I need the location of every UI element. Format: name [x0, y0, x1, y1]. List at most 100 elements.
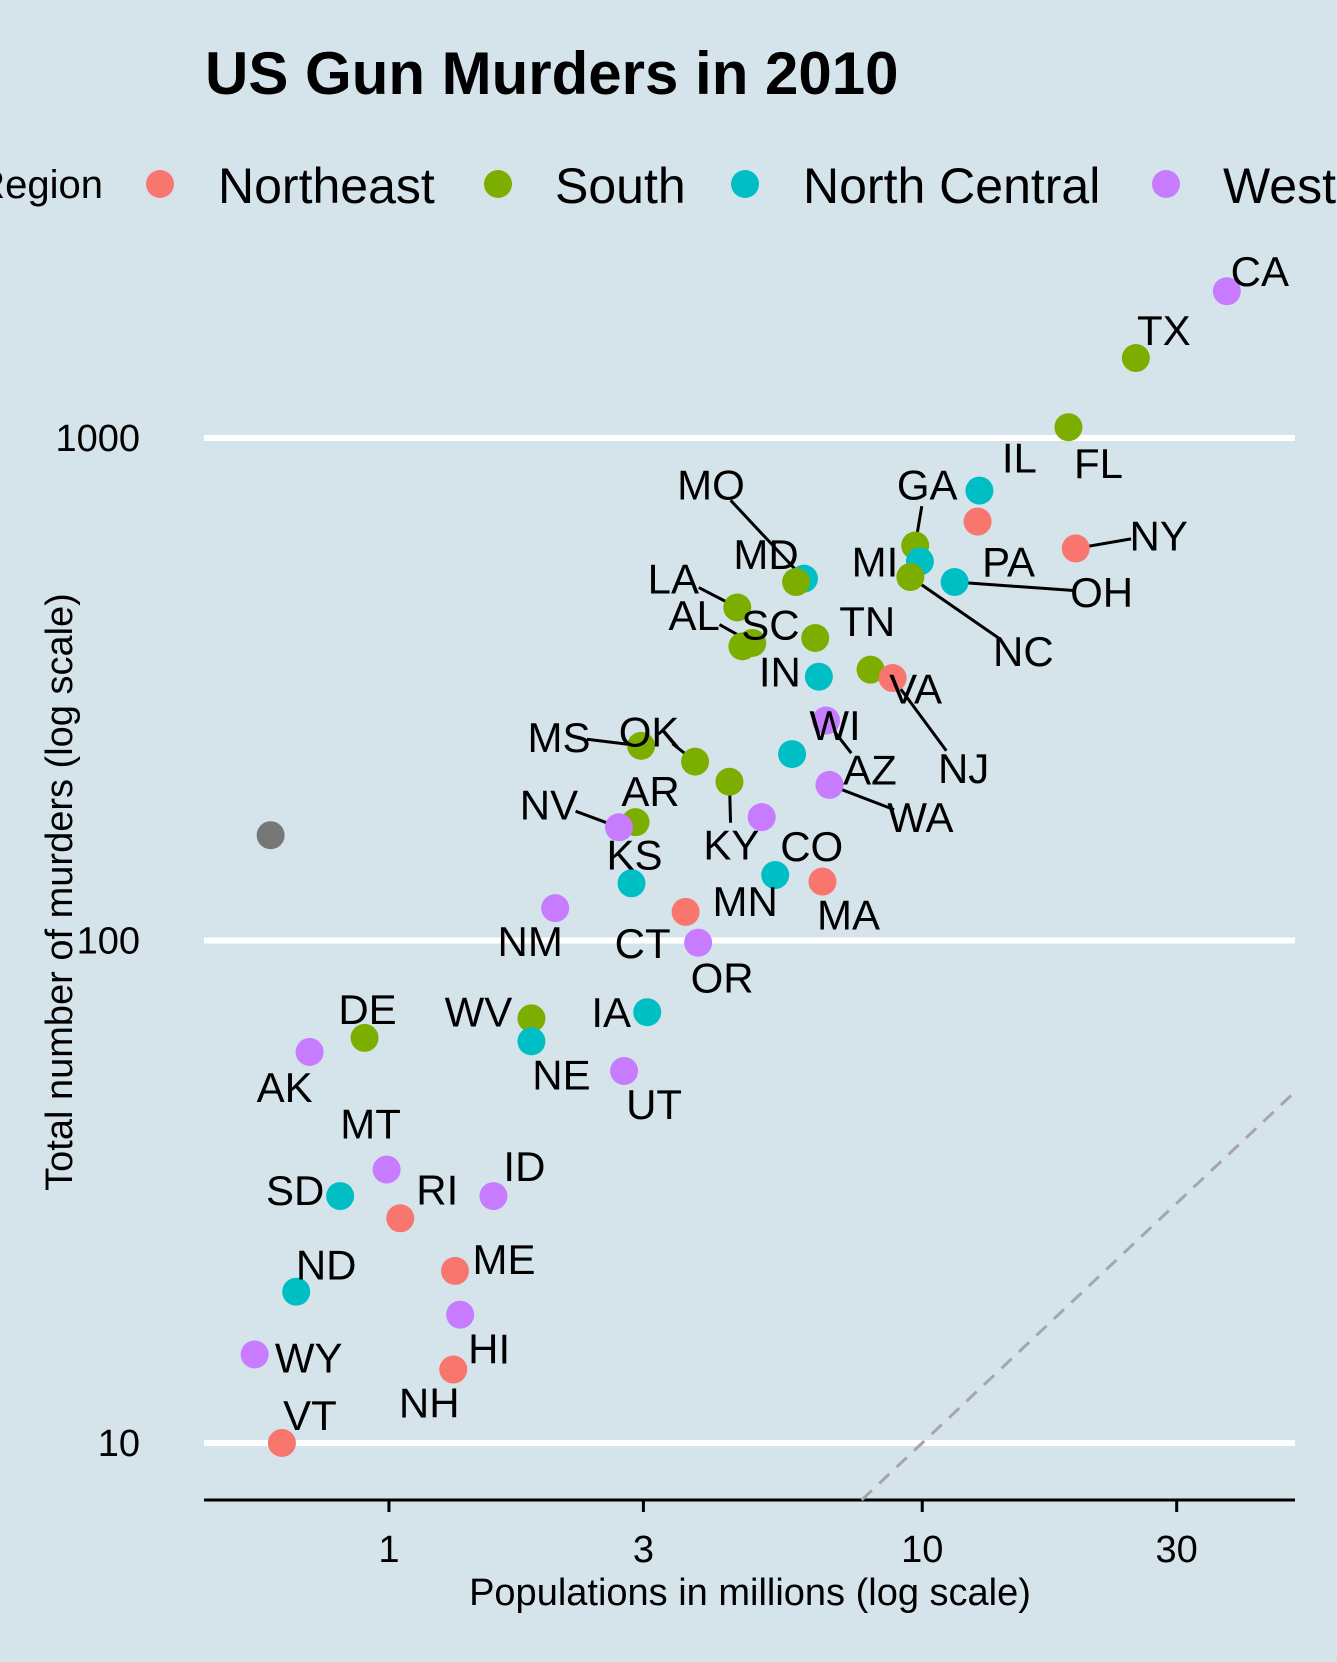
point-oh — [940, 568, 969, 597]
label-oh: OH — [1070, 569, 1133, 616]
label-wv: WV — [445, 988, 513, 1035]
point-la — [723, 593, 752, 622]
point-mt — [372, 1155, 401, 1184]
point-al — [738, 628, 767, 657]
legend-label-northeast: Northeast — [218, 158, 435, 214]
point-wi — [778, 740, 807, 769]
label-ut: UT — [626, 1081, 682, 1128]
point-wy — [240, 1340, 269, 1369]
point-tn — [801, 624, 830, 653]
label-ct: CT — [615, 920, 671, 967]
label-me: ME — [472, 1236, 535, 1283]
reference-line-path — [860, 1090, 1297, 1502]
point-labels: CA TX FL IL NY GA PA MI OH NC MO MD LA SC TN IN AL VA NJ AZ… — [257, 248, 1289, 1439]
point-de — [350, 1023, 379, 1052]
label-ne: NE — [532, 1051, 590, 1098]
point-ct — [671, 897, 700, 926]
point-va — [856, 655, 885, 684]
point-ok — [681, 747, 710, 776]
point-co — [747, 803, 776, 832]
leader-mo — [729, 499, 806, 580]
label-md: MD — [733, 531, 798, 578]
label-ms: MS — [528, 714, 591, 761]
label-mo: MO — [677, 462, 745, 509]
point-ia — [633, 998, 662, 1027]
point-ut — [610, 1056, 639, 1085]
point-il — [965, 476, 994, 505]
point-nh — [439, 1355, 468, 1384]
point-nj — [878, 664, 907, 693]
point-id — [479, 1182, 508, 1211]
point-in — [804, 662, 833, 691]
label-va: VA — [889, 666, 942, 713]
point-ne — [517, 1027, 546, 1056]
y-tick-label-1000: 1000 — [55, 418, 140, 460]
x-axis-title: Populations in millions (log scale) — [469, 1572, 1031, 1614]
point-nm — [541, 894, 570, 923]
label-id: ID — [503, 1143, 545, 1190]
point-tx — [1121, 344, 1150, 373]
label-mi: MI — [852, 538, 899, 585]
point-ms — [627, 731, 656, 760]
label-ar: AR — [621, 768, 679, 815]
point-az — [812, 706, 841, 735]
point-fl — [1054, 413, 1083, 442]
leader-oh — [954, 580, 1074, 593]
label-tx: TX — [1137, 307, 1191, 354]
x-tick-label-3: 3 — [633, 1529, 654, 1571]
label-ok: OK — [619, 709, 680, 756]
label-al: AL — [669, 592, 720, 639]
point-ny — [1061, 534, 1090, 563]
point-me — [440, 1256, 469, 1285]
point-pa — [963, 507, 992, 536]
label-co: CO — [780, 823, 843, 870]
point-ky — [715, 767, 744, 796]
chart-title: US Gun Murders in 2010 — [205, 40, 899, 107]
point-wv — [517, 1004, 546, 1033]
label-wi: WI — [809, 702, 860, 749]
y-tick-label-100: 100 — [77, 921, 140, 963]
label-de: DE — [338, 986, 396, 1033]
gridlines — [204, 435, 1295, 1446]
point-ma — [808, 867, 837, 896]
point-sd — [326, 1182, 355, 1211]
point-hi — [446, 1300, 475, 1329]
label-sc: SC — [741, 601, 799, 648]
label-fl: FL — [1074, 440, 1123, 487]
point-ri — [386, 1204, 415, 1233]
label-wy: WY — [275, 1334, 343, 1381]
x-tick-label-1: 1 — [378, 1529, 399, 1571]
legend-key-south — [484, 170, 512, 198]
point-nv — [604, 813, 633, 842]
label-ma: MA — [817, 892, 880, 939]
x-tick-label-10: 10 — [901, 1529, 943, 1571]
x-axis-ticks: 1 3 10 30 — [378, 1500, 1198, 1571]
label-ga: GA — [897, 462, 958, 509]
point-or — [684, 928, 713, 957]
label-hi: HI — [468, 1326, 510, 1373]
label-mt: MT — [340, 1101, 401, 1148]
label-tn: TN — [839, 598, 895, 645]
point-mn — [761, 861, 790, 890]
x-tick-label-30: 30 — [1156, 1529, 1198, 1571]
y-tick-label-10: 10 — [98, 1423, 140, 1465]
point-wa — [815, 770, 844, 799]
label-wa: WA — [887, 794, 953, 841]
label-in: IN — [759, 649, 801, 696]
label-ri: RI — [416, 1166, 458, 1213]
legend-label-south: South — [555, 158, 686, 214]
label-ia: IA — [591, 989, 631, 1036]
point-unlabeled — [256, 821, 285, 850]
y-axis-title: Total number of murders (log scale) — [39, 593, 81, 1191]
point-nc — [896, 563, 925, 592]
label-sd: SD — [266, 1167, 324, 1214]
reference-line — [860, 1090, 1297, 1502]
label-ky: KY — [703, 822, 759, 869]
point-vt — [267, 1428, 296, 1457]
label-nh: NH — [399, 1380, 460, 1427]
label-or: OR — [691, 955, 754, 1002]
label-ca: CA — [1231, 248, 1289, 295]
label-nv: NV — [520, 781, 578, 828]
legend-key-north-central — [731, 170, 759, 198]
